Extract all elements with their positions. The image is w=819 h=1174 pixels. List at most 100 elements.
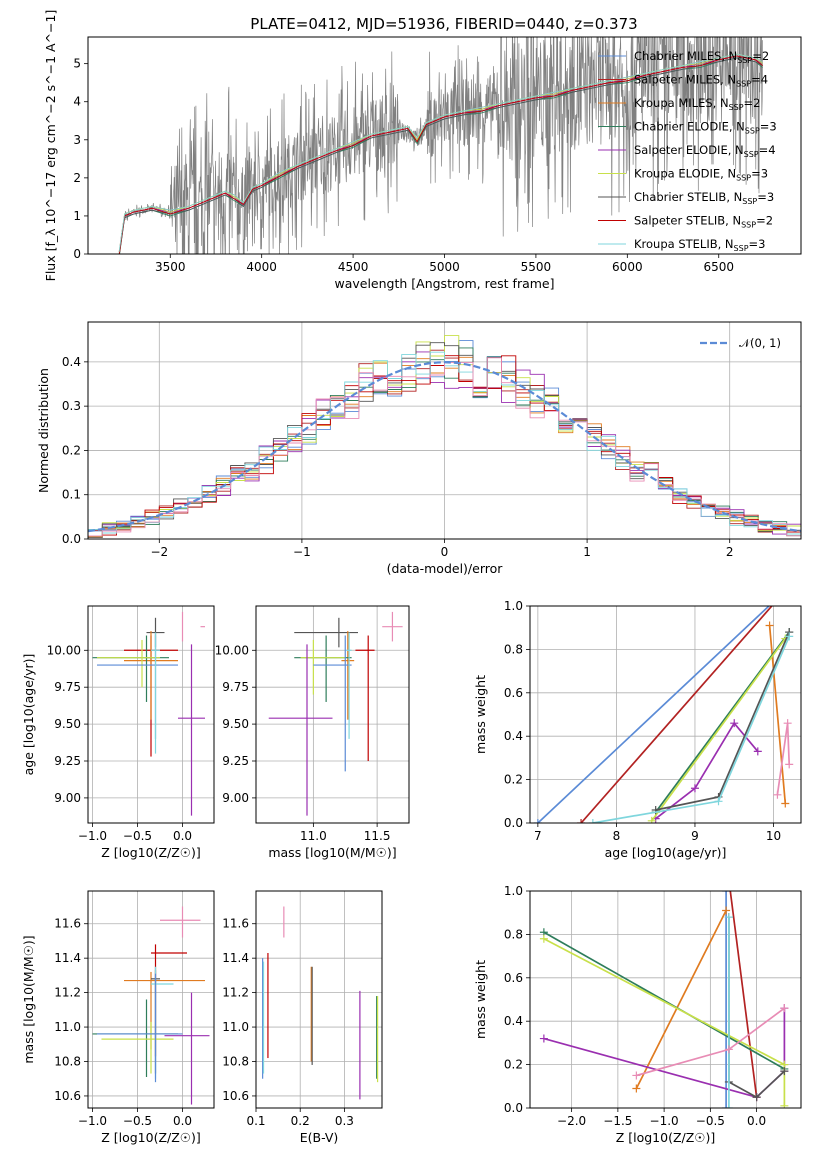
y-tick-label: 11.4 bbox=[222, 951, 249, 965]
weight-marker bbox=[724, 1104, 733, 1108]
weight-marker bbox=[781, 799, 790, 808]
y-tick-label: 1.0 bbox=[504, 884, 523, 898]
weight-marker bbox=[725, 876, 733, 884]
weight-marker bbox=[714, 797, 723, 806]
x-axis-label: (data-model)/error bbox=[387, 561, 504, 576]
y-tick-label: 9.00 bbox=[222, 791, 249, 805]
weight-marker bbox=[632, 1071, 641, 1080]
residual-histogram bbox=[88, 357, 801, 537]
weight-line bbox=[543, 931, 785, 1070]
y-tick-label: 1 bbox=[73, 209, 81, 223]
weight-marker bbox=[632, 1084, 641, 1093]
y-tick-label: 0.0 bbox=[504, 1101, 523, 1115]
residual-histogram bbox=[88, 351, 801, 535]
legend-entry: Kroupa STELIB, NSSP=3 bbox=[634, 237, 765, 253]
legend-entry: 𝒩(0, 1) bbox=[739, 336, 781, 350]
legend-entry: Salpeter MILES, NSSP=4 bbox=[634, 73, 768, 89]
y-tick-label: 0.8 bbox=[504, 642, 523, 656]
x-tick-label: 7 bbox=[534, 829, 542, 843]
weight-marker bbox=[765, 621, 774, 630]
y-tick-label: 0.1 bbox=[62, 488, 81, 502]
weight-marker bbox=[780, 1101, 789, 1108]
weight-marker bbox=[724, 913, 733, 922]
plot-area bbox=[92, 906, 210, 1105]
x-tick-label: −1.0 bbox=[78, 829, 107, 843]
weight-line bbox=[651, 637, 786, 822]
x-tick-label: 0.3 bbox=[335, 1114, 354, 1128]
weight-marker bbox=[770, 598, 778, 606]
spectrum-panel: 3500 4000 4500 5000 5500 6000 6500 0 1 2 3 4 5 wavele… bbox=[43, 10, 802, 291]
y-axis-label: Normed distribution bbox=[36, 368, 51, 493]
weight-marker bbox=[753, 747, 762, 756]
y-tick-label: 10.8 bbox=[222, 1055, 249, 1069]
age-vs-z-panel: −1.0 −0.5 0.0 9.00 9.25 9.50 9.75 10.00 Z [log10… bbox=[21, 605, 215, 860]
weight-line bbox=[655, 721, 759, 820]
weight-marker bbox=[785, 632, 794, 641]
legend-entry: Chabrier STELIB, NSSP=3 bbox=[634, 190, 774, 206]
weight-vs-z-panel: −2.0 −1.5 −1.0 −0.5 0.0 0.0 0.2 0.4 0.6 0.8 1.0 Z [… bbox=[473, 876, 802, 1145]
observed-spectrum bbox=[119, 37, 763, 254]
x-tick-label: 11.5 bbox=[364, 829, 391, 843]
x-tick-label: −1 bbox=[293, 545, 311, 559]
x-tick-label: −0.5 bbox=[123, 829, 152, 843]
legend-entry: Kroupa ELODIE, NSSP=3 bbox=[634, 167, 768, 183]
legend-entry: Salpeter ELODIE, NSSP=4 bbox=[634, 143, 776, 159]
normal-curve bbox=[88, 361, 801, 533]
plot-area bbox=[92, 611, 205, 816]
x-tick-label: −2 bbox=[150, 545, 168, 559]
y-tick-label: 0.2 bbox=[504, 773, 523, 787]
weight-marker bbox=[730, 719, 739, 728]
weight-line bbox=[537, 606, 771, 823]
axes-frame bbox=[87, 605, 215, 824]
y-tick-label: 3 bbox=[73, 133, 81, 147]
plot-area bbox=[539, 876, 789, 1108]
y-tick-label: 1.0 bbox=[504, 599, 523, 613]
y-tick-label: 0.4 bbox=[62, 355, 81, 369]
plot-area bbox=[262, 906, 379, 1100]
x-axis-label: Z [log10(Z/Z☉)] bbox=[616, 1130, 716, 1145]
y-tick-label: 11.2 bbox=[54, 986, 81, 1000]
x-tick-label: 10 bbox=[766, 829, 781, 843]
y-tick-label: 10.6 bbox=[222, 1089, 249, 1103]
x-axis-label: mass [log10(M/M☉)] bbox=[268, 845, 396, 860]
y-tick-label: 4 bbox=[73, 95, 81, 109]
y-tick-label: 11.0 bbox=[54, 1020, 81, 1034]
y-tick-label: 10.6 bbox=[54, 1089, 81, 1103]
residual-histogram bbox=[88, 342, 801, 531]
y-axis-label: mass weight bbox=[473, 675, 488, 754]
weight-marker bbox=[722, 1104, 731, 1108]
y-tick-label: 11.6 bbox=[222, 917, 249, 931]
x-tick-label: 0 bbox=[441, 545, 449, 559]
y-tick-label: 0.4 bbox=[504, 729, 523, 743]
weight-marker bbox=[780, 1067, 789, 1076]
y-axis-label: Flux [f_λ 10^−17 erg cm^−2 s^−1 A^−1] bbox=[43, 10, 58, 282]
y-tick-label: 2 bbox=[73, 171, 81, 185]
x-axis-label: Z [log10(Z/Z☉)] bbox=[101, 1130, 201, 1145]
x-tick-label: 11.0 bbox=[300, 829, 327, 843]
axes-frame bbox=[87, 321, 802, 540]
weight-marker bbox=[777, 591, 785, 599]
weight-marker bbox=[722, 891, 731, 895]
x-tick-label: −1.0 bbox=[78, 1114, 107, 1128]
x-tick-label: 0.0 bbox=[173, 1114, 192, 1128]
y-tick-label: 9.50 bbox=[222, 717, 249, 731]
x-tick-label: 0.0 bbox=[747, 1114, 766, 1128]
weight-marker bbox=[539, 1034, 548, 1043]
x-tick-label: 6500 bbox=[703, 260, 734, 274]
weight-line bbox=[592, 636, 790, 823]
y-tick-label: 10.00 bbox=[215, 643, 249, 657]
x-tick-label: 5500 bbox=[521, 260, 552, 274]
y-tick-label: 0.6 bbox=[504, 686, 523, 700]
weight-marker bbox=[690, 784, 699, 793]
weight-marker bbox=[724, 1045, 733, 1054]
model-spectrum-line bbox=[119, 57, 763, 254]
weight-marker bbox=[780, 1004, 789, 1013]
y-tick-label: 0 bbox=[73, 247, 81, 261]
y-tick-label: 9.00 bbox=[54, 791, 81, 805]
x-tick-label: −1.5 bbox=[603, 1114, 632, 1128]
axes-frame bbox=[529, 890, 802, 1109]
weight-marker bbox=[752, 1093, 761, 1102]
x-tick-label: 1 bbox=[583, 545, 591, 559]
y-tick-label: 10.8 bbox=[54, 1055, 81, 1069]
age-vs-mass-panel: 11.0 11.5 9.00 9.25 9.50 9.75 10.00 mass [log10… bbox=[215, 605, 410, 860]
